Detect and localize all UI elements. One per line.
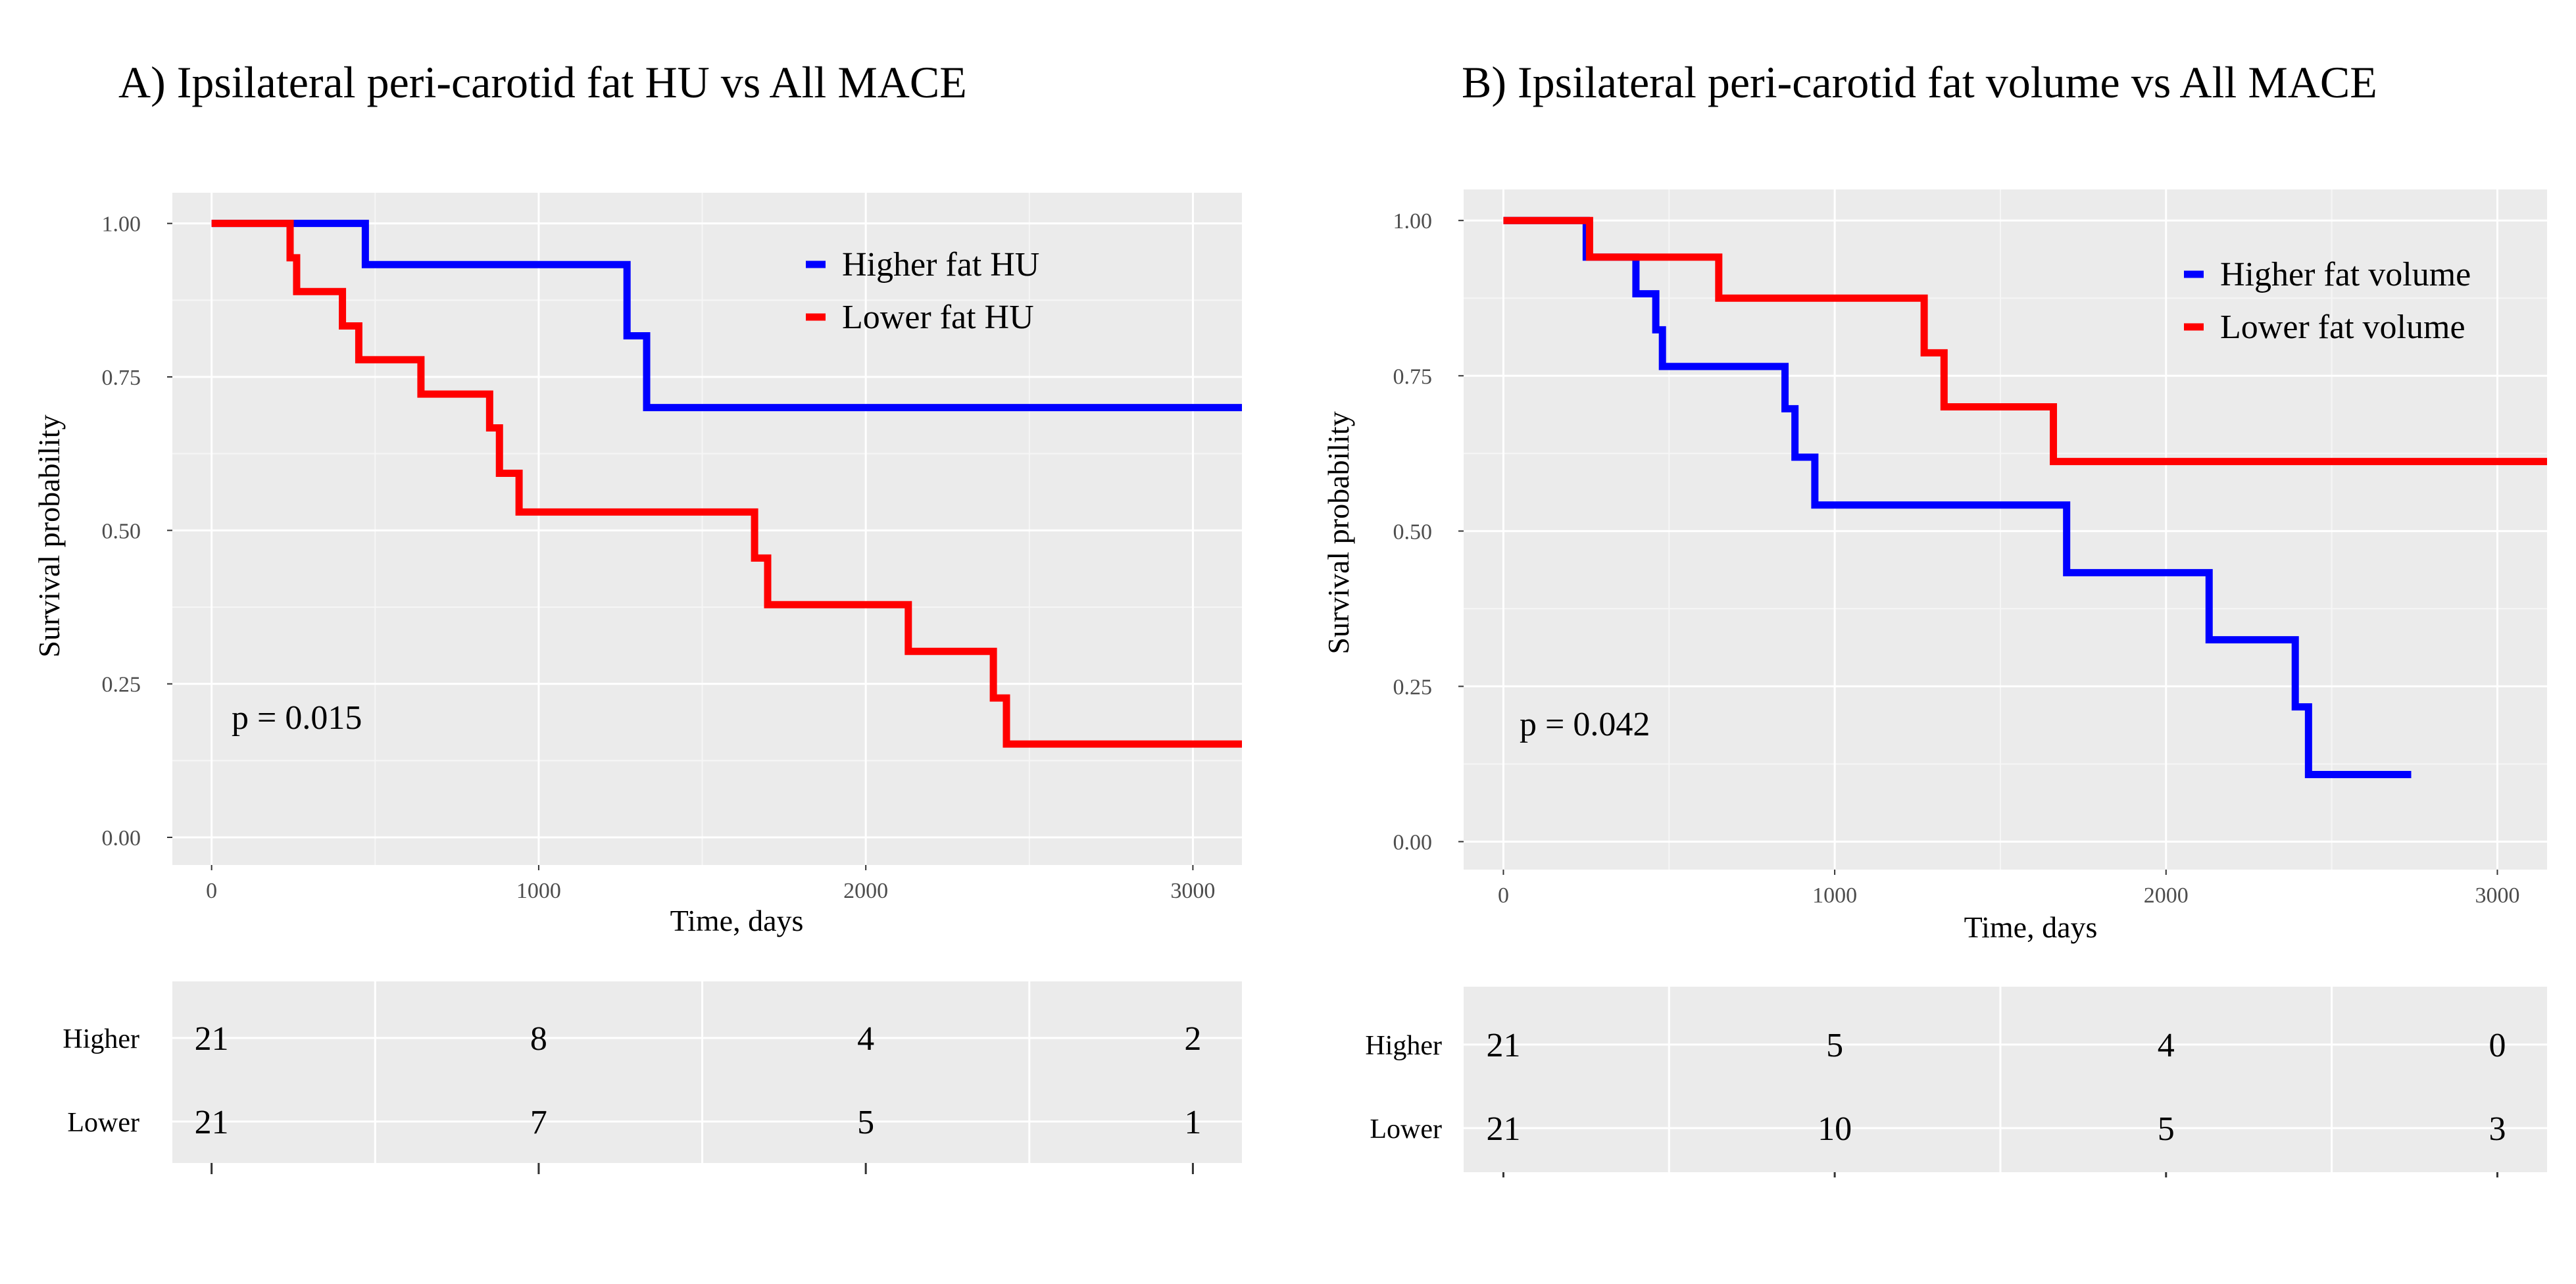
panel-b-risk-cell: 0 — [2489, 1027, 2506, 1064]
panel-a-legend-label-lower-fat-hu: Lower fat HU — [842, 299, 1034, 336]
panel-b-legend-label-higher-fat-volume: Higher fat volume — [2220, 256, 2471, 293]
panel-b-curve-lower-fat-volume — [1503, 216, 2547, 466]
panel-b-risk-table: Higher 21 5 4 0 Lower 21 10 5 3 — [1365, 987, 2547, 1177]
panel-a-y-tick-label: 1.00 — [102, 212, 141, 237]
panel-a-risk-table: Higher 21 8 4 2 Lower 21 7 5 1 — [62, 981, 1242, 1174]
panel-a: A) Ipsilateral peri-carotid fat HU vs Al… — [32, 57, 1242, 1174]
panel-a-title: A) Ipsilateral peri-carotid fat HU vs Al… — [118, 57, 967, 107]
panel-b-x-tick-label: 1000 — [1812, 883, 1857, 908]
panel-a-risk-cell: 8 — [530, 1020, 547, 1058]
panel-b-x-tick-label: 3000 — [2475, 883, 2519, 908]
panel-a-risk-table-background — [172, 981, 1242, 1163]
panel-a-risk-cell: 4 — [857, 1020, 874, 1058]
panel-a-risk-cell: 7 — [530, 1104, 547, 1141]
panel-a-x-axis-label: Time, days — [670, 904, 804, 937]
panel-a-curve-higher-fat-hu — [211, 220, 1242, 412]
panel-b-y-tick-label: 0.50 — [1393, 520, 1433, 544]
panel-b-y-tick-label: 0.25 — [1393, 675, 1433, 699]
panel-a-risk-row-label-higher: Higher — [62, 1024, 139, 1054]
panel-b-risk-cell: 5 — [1826, 1027, 1843, 1064]
panel-b-risk-cell: 10 — [1818, 1110, 1852, 1148]
panel-a-plot-area: 0 1000 2000 3000 0.00 0.25 0.50 0.75 1.00 Higher … — [102, 193, 1242, 903]
panel-a-y-tick-label: 0.75 — [102, 366, 141, 390]
panel-b-x-axis-label: Time, days — [1964, 910, 2098, 944]
panel-a-y-axis-label: Survival probability — [32, 414, 66, 657]
panel-b-y-tick-label: 1.00 — [1393, 209, 1433, 234]
panel-b-risk-cell: 3 — [2489, 1110, 2506, 1148]
panel-b-risk-cell: 5 — [2158, 1110, 2175, 1148]
panel-b-risk-cell: 21 — [1486, 1027, 1520, 1064]
panel-a-x-tick-label: 1000 — [516, 879, 561, 903]
panel-a-legend-label-higher-fat-hu: Higher fat HU — [842, 246, 1039, 284]
panel-b-risk-cell: 21 — [1486, 1110, 1520, 1148]
panel-a-x-tick-label: 3000 — [1170, 879, 1215, 903]
panel-b-p-value: p = 0.042 — [1520, 706, 1650, 743]
panel-a-risk-cell: 21 — [195, 1104, 229, 1141]
panel-b-x-tick-label: 2000 — [2144, 883, 2189, 908]
panel-a-risk-cell: 1 — [1184, 1104, 1201, 1141]
panel-a-x-tick-label: 2000 — [843, 879, 888, 903]
panel-a-risk-row-label-lower: Lower — [67, 1108, 139, 1138]
panel-b-risk-row-label-lower: Lower — [1370, 1114, 1442, 1145]
panel-b-risk-table-background — [1464, 987, 2547, 1172]
panel-b-risk-cell: 4 — [2158, 1027, 2175, 1064]
panel-b-legend-label-lower-fat-volume: Lower fat volume — [2220, 309, 2465, 346]
panel-b-risk-row-label-higher: Higher — [1365, 1031, 1442, 1061]
panel-a-risk-cell: 5 — [857, 1104, 874, 1141]
panel-b-title: B) Ipsilateral peri-carotid fat volume v… — [1462, 57, 2377, 107]
panel-a-y-tick-label: 0.00 — [102, 826, 141, 851]
panel-b-y-tick-label: 0.00 — [1393, 831, 1433, 855]
panel-b: B) Ipsilateral peri-carotid fat volume v… — [1322, 57, 2547, 1177]
panel-b-curve-higher-fat-volume — [1503, 216, 2412, 779]
panel-a-y-tick-label: 0.50 — [102, 519, 141, 543]
panel-a-p-value: p = 0.015 — [232, 699, 362, 737]
panel-b-x-tick-label: 0 — [1498, 883, 1509, 908]
panel-a-risk-cell: 2 — [1184, 1020, 1201, 1058]
panel-b-y-tick-label: 0.75 — [1393, 364, 1433, 389]
panel-a-x-tick-label: 0 — [206, 879, 217, 903]
panel-a-curve-lower-fat-hu — [211, 220, 1242, 748]
panel-a-y-tick-label: 0.25 — [102, 673, 141, 697]
panel-b-y-axis-label: Survival probability — [1322, 411, 1355, 654]
panel-a-risk-cell: 21 — [195, 1020, 229, 1058]
panel-a-panel-background — [172, 193, 1242, 865]
panel-b-panel-background — [1464, 189, 2547, 870]
panel-b-plot-area: 0 1000 2000 3000 0.00 0.25 0.50 0.75 1.00 Higher … — [1393, 189, 2547, 908]
